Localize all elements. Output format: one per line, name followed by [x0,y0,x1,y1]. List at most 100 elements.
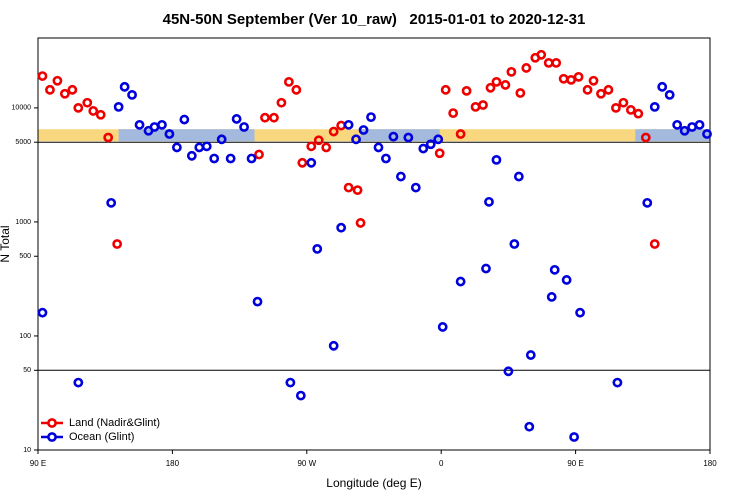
data-point [381,153,391,164]
data-point [113,102,124,112]
y-tick-label: 500 [19,253,31,260]
data-point [551,57,562,68]
data-point [328,126,339,137]
y-tick-label: 100 [19,333,31,340]
data-point [343,119,354,130]
data-point [149,122,160,132]
data-point [434,148,445,159]
data-point [239,122,249,132]
data-point [418,143,429,154]
data-point [558,73,569,84]
data-point [633,108,644,119]
y-tick-label: 10000 [12,105,32,112]
data-point [112,239,123,249]
data-point [491,154,502,165]
data-point [664,89,675,100]
data-point [306,141,317,152]
data-point [336,120,347,131]
data-point [336,222,347,233]
data-point [312,243,323,254]
data-point [355,218,366,228]
data-point [254,149,264,160]
data-point [425,139,436,150]
x-axis-label: Longitude (deg E) [326,476,421,490]
data-point [373,142,384,153]
data-point [82,97,93,108]
data-point [500,80,511,90]
data-point [343,182,354,193]
data-point [503,366,514,377]
y-tick-label: 10 [23,447,31,454]
y-tick-label: 50 [23,367,31,374]
legend-label: Ocean (Glint) [69,431,134,443]
data-point [186,150,197,161]
data-point [209,153,220,164]
band [635,129,710,142]
data-point [37,307,48,318]
data-point [106,197,117,208]
data-point [260,112,270,123]
data-point [575,307,585,318]
data-point [573,71,584,82]
data-point [119,81,130,92]
band [118,129,255,142]
data-point [358,125,369,135]
y-axis-label: N Total [0,225,12,262]
x-tick-label: 90 E [567,459,583,468]
data-point [694,119,705,130]
data-point [88,106,99,116]
data-point [485,82,496,93]
data-point [201,141,212,152]
data-point [525,350,536,360]
data-point [603,84,614,95]
y-tick-label: 1000 [15,219,31,226]
data-point [194,142,205,153]
y-tick-label: 5000 [15,139,31,146]
data-point [687,122,697,132]
data-point [649,239,660,249]
data-point [225,153,236,164]
data-point [561,275,572,285]
data-point [569,432,580,442]
data-point [640,132,651,143]
x-tick-label: 180 [166,459,180,468]
data-point [506,66,517,77]
data-point [509,239,520,249]
data-point [352,185,363,196]
data-point [252,296,263,307]
data-point [295,390,306,401]
data-point [395,171,406,182]
x-tick-label: 90 E [30,459,46,468]
legend-marker [47,418,57,428]
data-point [45,84,55,95]
x-tick-label: 0 [439,459,444,468]
data-point [410,182,421,193]
data-point [478,100,488,110]
data-point [437,322,448,332]
data-point [549,264,560,275]
data-point [642,197,653,208]
data-point [52,75,63,86]
data-point [366,112,376,123]
data-point [73,377,84,388]
data-point [657,81,668,92]
data-point [484,196,494,207]
data-point [231,114,242,124]
data-point [306,157,317,168]
data-point [524,421,535,432]
data-point [246,153,257,164]
data-point [276,97,287,108]
data-point [461,85,472,96]
legend-label: Land (Nadir&Glint) [69,417,160,429]
data-point [73,102,84,113]
data-point [103,132,114,143]
data-point [297,157,308,168]
data-point [649,102,660,112]
data-point [588,75,599,86]
data-point [291,84,302,95]
plot-frame [37,37,711,451]
data-point [440,84,451,95]
data-point [171,142,182,153]
data-point [164,129,175,139]
